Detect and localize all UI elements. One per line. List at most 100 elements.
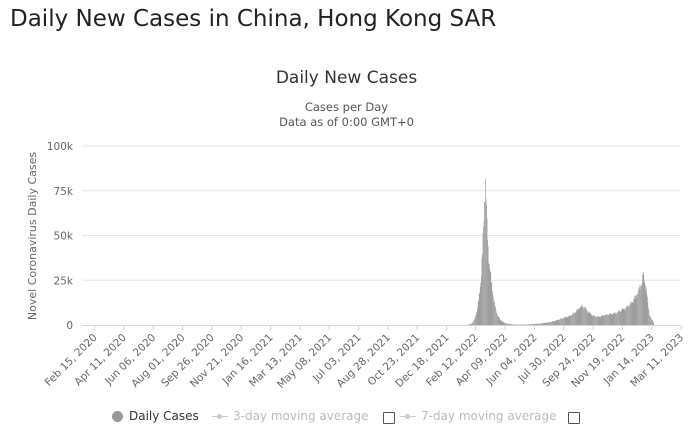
legend-item-3-day-average[interactable]: 3-day moving average [212, 409, 368, 423]
daily-cases-bar [582, 306, 584, 325]
daily-cases-bar [634, 295, 636, 325]
daily-cases-bar [534, 323, 536, 325]
daily-cases-bar [650, 317, 651, 325]
daily-cases-bar [550, 322, 552, 325]
daily-cases-bar [575, 312, 577, 325]
daily-cases-bar [486, 205, 487, 325]
daily-cases-bar [539, 323, 540, 325]
daily-cases-bar [474, 317, 476, 325]
daily-cases-bar [476, 312, 477, 325]
daily-cases-bar [569, 316, 571, 325]
daily-cases-bar [534, 324, 536, 325]
x-tick-label: Mar 11, 2023 [628, 332, 686, 390]
daily-cases-bar [652, 320, 654, 325]
daily-cases-bar [527, 324, 529, 325]
daily-cases-bar [491, 282, 493, 325]
daily-cases-bar [555, 320, 557, 325]
daily-cases-bar [494, 301, 495, 325]
y-tick-label: 50k [54, 231, 74, 243]
line-marker-icon [400, 411, 416, 422]
daily-cases-bar [632, 302, 634, 325]
daily-cases-bar [528, 324, 530, 325]
daily-cases-bar [487, 239, 488, 325]
daily-cases-bar [541, 323, 543, 325]
daily-cases-bar [591, 314, 593, 325]
daily-cases-bar [479, 292, 481, 325]
daily-cases-bar [492, 290, 493, 325]
daily-cases-bar [598, 316, 599, 325]
daily-cases-bar [565, 317, 566, 325]
daily-cases-bar [584, 307, 585, 325]
daily-cases-bar [589, 313, 591, 325]
daily-cases-bar [527, 324, 528, 325]
daily-cases-bar [472, 322, 474, 325]
daily-cases-bar [492, 294, 494, 325]
daily-cases-bar [604, 315, 605, 325]
daily-cases-bar [641, 285, 642, 325]
daily-cases-bar [557, 319, 559, 325]
daily-cases-bar [549, 322, 551, 325]
legend-item-daily-cases[interactable]: Daily Cases [112, 409, 199, 423]
daily-cases-bar [567, 316, 569, 325]
7-day-average-checkbox[interactable] [568, 412, 580, 424]
daily-cases-bar [479, 286, 481, 325]
daily-cases-bar [603, 316, 605, 325]
daily-cases-bar [600, 316, 602, 325]
daily-cases-bar [557, 320, 559, 325]
daily-cases-bar [566, 317, 568, 325]
chart-title: Daily New Cases [275, 68, 418, 88]
legend-item-7-day-average[interactable]: 7-day moving average [400, 409, 556, 423]
daily-cases-bar [618, 310, 619, 325]
daily-cases-bar [511, 324, 513, 325]
daily-cases-bar [554, 320, 556, 325]
line-marker-icon [212, 411, 228, 422]
chart-subtitle-line-2: Data as of 0:00 GMT+0 [279, 115, 414, 129]
daily-cases-bar [606, 313, 608, 325]
daily-cases-bar [506, 323, 507, 325]
daily-cases-bar [592, 316, 593, 325]
daily-cases-bar [564, 317, 565, 325]
daily-cases-bar [501, 321, 503, 325]
daily-cases-bar [478, 299, 480, 325]
daily-cases-bar [542, 323, 544, 325]
daily-cases-bar [597, 315, 599, 325]
daily-cases-bar [627, 305, 628, 325]
daily-cases-bar [502, 321, 504, 325]
3-day-average-checkbox[interactable] [383, 412, 395, 424]
daily-cases-bar [508, 324, 510, 325]
daily-cases-bar [471, 323, 473, 325]
daily-cases-bar [553, 321, 555, 325]
daily-cases-bar [574, 313, 575, 325]
daily-cases-bar [590, 315, 592, 325]
daily-cases-bar [624, 308, 626, 325]
daily-cases-bar [536, 323, 538, 325]
daily-cases-bar [552, 321, 554, 325]
daily-cases-bar [504, 322, 505, 325]
daily-cases-bar [608, 315, 610, 325]
daily-cases-bar [560, 318, 562, 325]
daily-cases-bar [653, 322, 654, 325]
daily-cases-bar [585, 306, 586, 325]
daily-cases-bar [567, 316, 569, 325]
daily-cases-bar [530, 324, 531, 325]
daily-cases-bar [588, 311, 590, 325]
daily-cases-bar [595, 316, 596, 325]
daily-cases-bar [582, 307, 583, 325]
daily-cases-bar [636, 294, 637, 325]
daily-cases-bar [489, 272, 491, 325]
daily-cases-bar [475, 315, 477, 325]
daily-cases-bar [570, 315, 571, 325]
daily-cases-bar [528, 324, 529, 325]
daily-cases-bar [556, 320, 558, 325]
daily-cases-bar [633, 298, 635, 325]
daily-cases-bar [619, 311, 621, 325]
daily-cases-bar [548, 322, 550, 325]
legend-label-7-day-average: 7-day moving average [421, 409, 557, 423]
daily-cases-bar [581, 304, 583, 325]
daily-cases-bar [483, 227, 484, 325]
daily-cases-bar [630, 301, 632, 325]
daily-cases-bar [544, 322, 546, 325]
y-tick-label: 75k [54, 186, 74, 198]
daily-cases-bar [478, 293, 480, 325]
daily-cases-bar [640, 289, 641, 325]
